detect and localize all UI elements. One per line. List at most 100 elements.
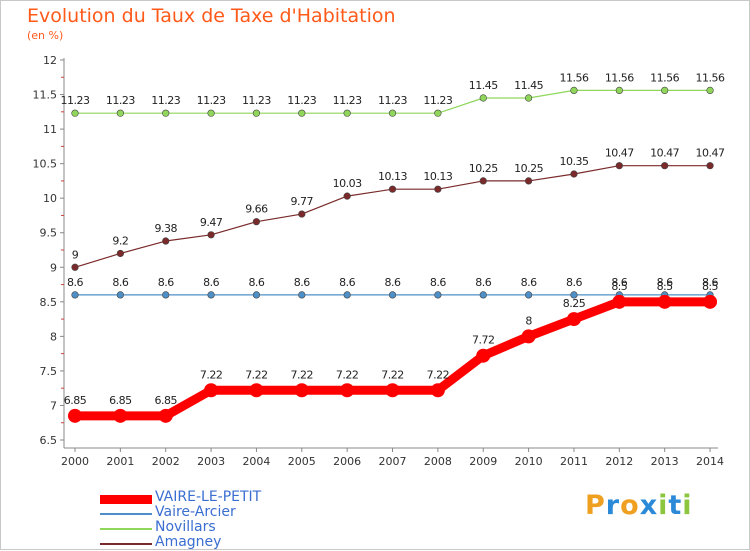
data-point [479,291,487,299]
data-label: 9.2 [112,234,128,247]
data-label: 10.25 [514,162,543,175]
y-tick-label: 7.5 [40,365,58,378]
data-point [71,109,79,117]
data-label: 11.23 [378,94,407,107]
data-point [298,291,306,299]
data-point [252,218,261,226]
data-label: 9.66 [245,203,268,216]
data-label: 11.56 [605,71,634,84]
data-point [162,237,170,245]
data-label: 6.85 [154,394,177,407]
data-label: 10.47 [650,147,679,160]
data-label: 8.6 [67,276,83,289]
data-label: 8.6 [611,276,627,289]
legend-label: Vaire-Arcier [155,504,236,520]
data-label: 8.6 [203,276,219,289]
data-point [661,162,669,170]
data-label: 7.22 [381,368,404,381]
data-label: 7.22 [245,368,268,381]
data-point [434,109,442,117]
x-tick-label: 2005 [288,455,316,468]
data-label: 8.6 [702,276,718,289]
logo-letter: P [585,490,606,521]
data-point [570,291,578,299]
data-point [71,291,79,299]
x-tick-label: 2003 [197,455,225,468]
y-tick-label: 11.5 [33,89,58,102]
data-label: 11.23 [61,94,90,107]
data-point [570,170,578,178]
y-tick-label: 10 [43,192,57,205]
data-point [566,312,581,327]
data-point [343,291,351,299]
data-label: 8.6 [475,276,491,289]
data-label: 11.56 [559,71,588,84]
data-point [204,383,219,398]
y-tick-label: 6.5 [40,434,58,447]
x-tick-label: 2008 [424,455,452,468]
data-point [615,162,623,170]
legend-swatch [100,513,152,515]
data-label: 10.47 [696,147,725,160]
x-tick-label: 2007 [379,455,407,468]
x-tick-label: 2013 [651,455,679,468]
data-label: 11.23 [197,94,226,107]
chart-title: Evolution du Taux de Taxe d'Habitation [27,5,396,27]
data-point [252,291,261,299]
data-label: 8 [525,314,532,327]
y-tick-label: 9 [50,261,57,274]
data-label: 8.6 [294,276,310,289]
data-label: 7.22 [200,368,223,381]
data-point [116,249,124,258]
data-point [570,86,578,94]
data-point [162,109,170,117]
x-tick-label: 2001 [106,455,134,468]
data-point [162,291,170,299]
data-label: 11.23 [151,94,180,107]
chart-series [68,86,718,423]
data-label: 6.85 [109,394,132,407]
logo-letter: o [620,490,640,521]
data-label: 7.22 [336,368,359,381]
data-label: 8.5 [702,280,718,293]
legend-label: Novillars [155,519,216,535]
data-point [479,94,487,102]
data-point [615,86,623,94]
y-tick-label: 7 [50,399,57,412]
y-tick-label: 9.5 [40,227,58,240]
y-tick-label: 11 [43,123,57,136]
data-label: 9.47 [200,216,223,229]
data-label: 8.6 [339,276,355,289]
logo-letter: t [668,490,683,521]
data-point [434,291,442,299]
data-point [343,109,351,117]
data-label: 8.6 [385,276,401,289]
legend-swatch [100,494,152,504]
logo-letter: x [639,490,659,521]
x-tick-label: 2006 [333,455,361,468]
data-label: 8.6 [657,276,673,289]
data-label: 8.6 [158,276,174,289]
data-label: 11.23 [423,94,452,107]
data-point [706,162,714,170]
data-label: 10.47 [605,147,634,160]
data-label: 7.72 [472,334,495,347]
data-label: 11.23 [333,94,362,107]
data-point [298,109,306,117]
chart-axes: 6.5 7 7.5 8 8.5 9 9.5 10 10.5 11 11.5 12 2000 2001 200… [33,54,725,468]
data-label: 11.45 [514,79,543,92]
data-point [430,383,445,398]
proxiti-logo: Proxiti [585,490,693,521]
logo-letter: r [605,490,621,521]
data-label: 9 [72,248,79,261]
data-point [207,109,215,117]
data-label: 8.5 [611,280,627,293]
data-label: 8.6 [112,276,128,289]
data-label: 11.45 [469,79,498,92]
data-point [706,86,714,94]
x-tick-label: 2010 [515,455,543,468]
data-label: 10.25 [469,162,498,175]
data-point [703,294,718,309]
x-tick-label: 2014 [696,455,724,468]
